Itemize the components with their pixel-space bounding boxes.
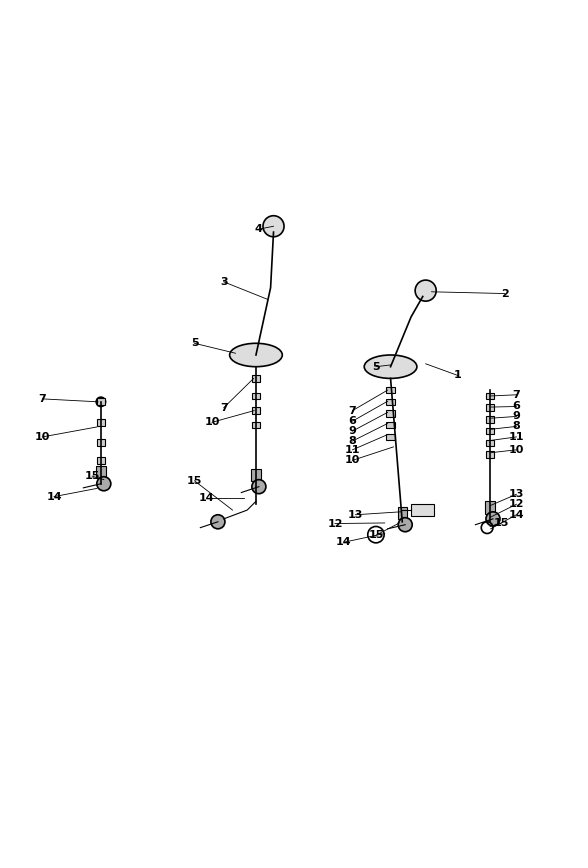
- Bar: [411, 504, 435, 516]
- Text: 14: 14: [336, 537, 352, 547]
- Text: 4: 4: [255, 224, 263, 234]
- Bar: [252, 407, 260, 414]
- Text: 15: 15: [85, 471, 100, 481]
- Text: 12: 12: [327, 518, 343, 529]
- Text: 6: 6: [513, 402, 520, 411]
- Text: 11: 11: [509, 432, 524, 442]
- Text: 8: 8: [513, 421, 520, 431]
- Bar: [252, 422, 260, 429]
- Bar: [96, 465, 106, 478]
- Bar: [386, 398, 395, 405]
- Bar: [252, 392, 260, 399]
- Bar: [97, 418, 105, 426]
- Bar: [97, 457, 105, 464]
- Text: 5: 5: [372, 362, 380, 372]
- Text: 10: 10: [345, 456, 360, 465]
- Bar: [97, 398, 105, 405]
- Text: 10: 10: [205, 418, 220, 427]
- Circle shape: [211, 515, 225, 529]
- Text: 7: 7: [513, 390, 520, 400]
- Circle shape: [486, 512, 500, 526]
- Circle shape: [252, 480, 266, 494]
- Text: 7: 7: [220, 403, 228, 412]
- Circle shape: [398, 517, 412, 532]
- Circle shape: [263, 216, 284, 237]
- Bar: [486, 451, 494, 457]
- Text: 8: 8: [349, 436, 356, 446]
- Text: 9: 9: [513, 411, 520, 422]
- Bar: [486, 428, 494, 434]
- Bar: [386, 422, 395, 429]
- Text: 15: 15: [368, 530, 383, 540]
- Text: 15: 15: [494, 518, 509, 528]
- Text: 6: 6: [349, 416, 356, 426]
- Bar: [386, 434, 395, 440]
- Text: 2: 2: [501, 288, 509, 299]
- Text: 9: 9: [349, 426, 356, 436]
- Circle shape: [415, 280, 436, 301]
- Text: 15: 15: [187, 476, 202, 486]
- Ellipse shape: [230, 343, 282, 366]
- Bar: [386, 387, 395, 393]
- Text: 3: 3: [220, 277, 228, 286]
- Bar: [251, 469, 260, 482]
- Bar: [386, 411, 395, 417]
- Text: 14: 14: [198, 493, 214, 503]
- Text: 10: 10: [509, 444, 524, 455]
- Text: 13: 13: [348, 510, 363, 520]
- Bar: [486, 404, 494, 411]
- Text: 5: 5: [191, 339, 198, 348]
- Bar: [486, 392, 494, 399]
- Text: 11: 11: [345, 444, 360, 455]
- Circle shape: [96, 398, 106, 406]
- Text: 14: 14: [509, 510, 524, 520]
- Text: 7: 7: [349, 405, 356, 416]
- Bar: [97, 439, 105, 446]
- Ellipse shape: [364, 355, 417, 378]
- Text: 13: 13: [509, 490, 524, 499]
- Bar: [397, 507, 407, 519]
- Text: 14: 14: [46, 491, 62, 502]
- Circle shape: [97, 477, 111, 490]
- Text: 12: 12: [509, 499, 524, 510]
- Bar: [485, 501, 495, 514]
- Bar: [486, 439, 494, 446]
- Text: 7: 7: [38, 394, 46, 404]
- Bar: [486, 416, 494, 423]
- Text: 1: 1: [454, 371, 462, 380]
- Text: 10: 10: [35, 432, 50, 442]
- Bar: [252, 375, 260, 382]
